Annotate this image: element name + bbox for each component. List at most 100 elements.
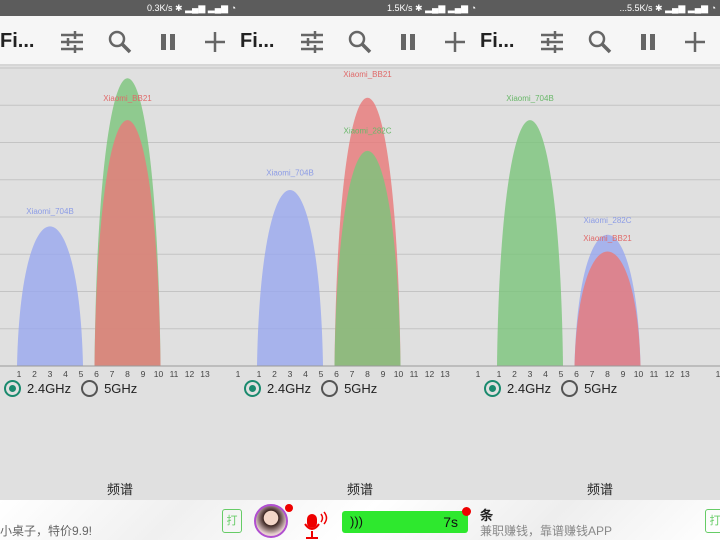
status-bar: 1.5K/s ✱ ▂▄▆ ▂▄▆ ◔ bbox=[240, 0, 480, 16]
filter-sliders-icon[interactable] bbox=[59, 29, 85, 55]
channel-tick-label: 9 bbox=[621, 369, 626, 379]
channel-tick-label: 4 bbox=[543, 369, 548, 379]
ad-text: 小桌子，特价9.9! bbox=[0, 524, 93, 538]
ad-banner[interactable]: 小桌子，特价9.9! 打 ))) 7s 条 兼职赚钱，靠谱赚钱APP 打 bbox=[0, 500, 720, 540]
radio-5ghz[interactable] bbox=[81, 380, 99, 397]
wifi-icon: ◔ bbox=[230, 3, 236, 13]
radio-2-4ghz[interactable] bbox=[484, 380, 501, 397]
channel-tick-label: 12 bbox=[425, 369, 435, 379]
channel-tick-label: 6 bbox=[94, 369, 99, 379]
ssid-label: Xiaomi_704B bbox=[506, 94, 554, 103]
wifi-icon: ◔ bbox=[470, 3, 476, 13]
add-icon[interactable] bbox=[202, 29, 228, 55]
radio-2-4ghz[interactable] bbox=[4, 380, 21, 397]
toolbar: Fi... bbox=[240, 16, 480, 66]
tab-label: 频谱 bbox=[586, 482, 613, 497]
wifi-icon: ◔ bbox=[710, 3, 716, 13]
radio-label: 2.4GHz bbox=[507, 381, 552, 396]
bluetooth-icon: ✱ bbox=[175, 3, 183, 13]
channel-tick-label: 3 bbox=[48, 369, 53, 379]
network-speed: 0.3K/s bbox=[146, 3, 173, 13]
add-icon[interactable] bbox=[442, 29, 468, 55]
ad-open-button[interactable]: 打 bbox=[705, 509, 720, 533]
status-bar: 0.3K/s ✱ ▂▄▆ ▂▄▆ ◔ bbox=[0, 0, 240, 16]
ssid-label: Xiaomi_704B bbox=[266, 168, 314, 177]
ssid-label: Xiaomi_704B bbox=[26, 207, 74, 216]
signal-icon: ▂▄▆ bbox=[687, 3, 709, 13]
channel-tick-label: 1 bbox=[476, 369, 480, 379]
signal-curve bbox=[497, 120, 563, 366]
tab-label: 频谱 bbox=[106, 482, 133, 497]
channel-tick-label: 7 bbox=[110, 369, 115, 379]
channel-tick-label: 8 bbox=[605, 369, 610, 379]
search-icon[interactable] bbox=[347, 29, 373, 55]
bluetooth-icon: ✱ bbox=[655, 3, 663, 13]
search-icon[interactable] bbox=[587, 29, 613, 55]
channel-tick-label: 11 bbox=[410, 369, 419, 379]
channel-tick-label: 13 bbox=[440, 369, 450, 379]
ssid-label: Xiaomi_282C bbox=[343, 127, 391, 136]
microphone-icon bbox=[304, 511, 328, 539]
app-title: Fi... bbox=[240, 30, 275, 52]
voice-message-bubble[interactable]: ))) 7s bbox=[342, 511, 468, 533]
notification-dot bbox=[285, 504, 293, 512]
channel-tick-label: 4 bbox=[63, 369, 68, 379]
app-title: Fi... bbox=[480, 30, 515, 52]
radio-label: 5GHz bbox=[344, 381, 378, 396]
channel-tick-label: 1 bbox=[257, 369, 262, 379]
ad-avatar bbox=[254, 504, 288, 538]
radio-5ghz[interactable] bbox=[321, 380, 339, 397]
radio-label: 2.4GHz bbox=[27, 381, 72, 396]
pause-icon[interactable] bbox=[395, 29, 421, 55]
channel-tick-label: 12 bbox=[185, 369, 195, 379]
add-icon[interactable] bbox=[682, 29, 708, 55]
toolbar: Fi... bbox=[480, 16, 720, 66]
ad-open-button[interactable]: 打 bbox=[222, 509, 242, 533]
ad-title: 条 bbox=[480, 508, 494, 523]
channel-tick-label: 1 bbox=[236, 369, 240, 379]
channel-tick-label: 5 bbox=[79, 369, 84, 379]
channel-tick-label: 3 bbox=[528, 369, 533, 379]
channel-tick-label: 8 bbox=[125, 369, 130, 379]
signal-curve bbox=[17, 226, 83, 366]
tab-spectrum[interactable]: 频谱 bbox=[80, 479, 160, 500]
channel-tick-label: 2 bbox=[32, 369, 37, 379]
radio-5ghz[interactable] bbox=[561, 380, 579, 397]
channel-tick-label: 7 bbox=[350, 369, 355, 379]
pause-icon[interactable] bbox=[155, 29, 181, 55]
channel-tick-label: 8 bbox=[365, 369, 370, 379]
ssid-label: Xiaomi_BB21 bbox=[583, 234, 632, 243]
filter-sliders-icon[interactable] bbox=[299, 29, 325, 55]
network-speed: 1.5K/s bbox=[386, 3, 413, 13]
tab-spectrum[interactable]: 频谱 bbox=[320, 479, 400, 500]
signal-curve bbox=[334, 150, 401, 366]
band-selector: 2.4GHz 5GHz bbox=[4, 380, 137, 397]
channel-tick-label: 5 bbox=[319, 369, 324, 379]
channel-tick-label: 13 bbox=[200, 369, 210, 379]
voice-duration: 7s bbox=[443, 514, 458, 530]
channel-tick-label: 13 bbox=[680, 369, 690, 379]
pause-icon[interactable] bbox=[635, 29, 661, 55]
signal-curve bbox=[94, 120, 161, 366]
signal-curve bbox=[574, 251, 641, 366]
toolbar: Fi... bbox=[0, 16, 240, 66]
channel-tick-label: 7 bbox=[590, 369, 595, 379]
channel-tick-label: 9 bbox=[141, 369, 146, 379]
channel-tick-label: 10 bbox=[154, 369, 164, 379]
channel-tick-label: 3 bbox=[288, 369, 293, 379]
app-title: Fi... bbox=[0, 30, 35, 52]
channel-tick-label: 5 bbox=[559, 369, 564, 379]
tab-spectrum[interactable]: 频谱 bbox=[560, 479, 640, 500]
network-speed: ...5.5K/s bbox=[619, 3, 653, 13]
channel-tick-label: 6 bbox=[334, 369, 339, 379]
ssid-label: Xiaomi_282C bbox=[583, 216, 631, 225]
filter-sliders-icon[interactable] bbox=[539, 29, 565, 55]
radio-2-4ghz[interactable] bbox=[244, 380, 261, 397]
signal-icon: ▂▄▆ bbox=[425, 3, 446, 13]
search-icon[interactable] bbox=[107, 29, 133, 55]
bluetooth-icon: ✱ bbox=[415, 3, 423, 13]
radio-label: 5GHz bbox=[584, 381, 618, 396]
channel-tick-label: 10 bbox=[394, 369, 404, 379]
